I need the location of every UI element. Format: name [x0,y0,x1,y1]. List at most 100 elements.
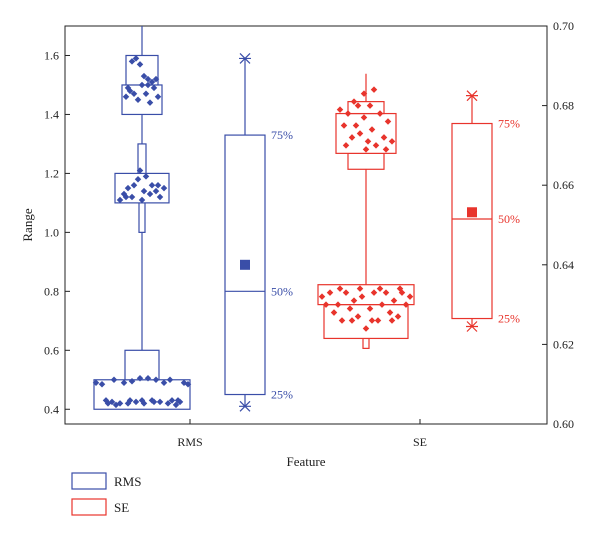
data-point [164,400,172,407]
data-point [166,376,174,384]
data-point [152,376,160,384]
left-tick-label: 0.4 [44,402,59,416]
legend-swatch-se [71,498,107,516]
legend: RMS SE [71,472,141,516]
x-tick-label: SE [413,435,427,449]
x-tick-label: RMS [177,435,202,449]
data-point [168,397,176,404]
data-point [132,398,140,406]
data-point [394,313,402,320]
data-point [388,138,396,145]
data-point [396,285,404,292]
data-point [330,309,338,316]
left-tick-label: 1.2 [44,166,59,180]
data-point [348,134,356,141]
histogram-bin [347,101,385,115]
data-point [136,61,144,68]
x-axis: RMS SE [177,419,427,449]
data-point [368,126,376,133]
data-point [136,167,144,174]
histogram-bin [362,337,370,349]
data-point [148,78,156,86]
data-point [144,375,152,382]
data-point [152,187,160,195]
data-point [356,130,364,137]
left-tick-label: 0.6 [44,343,59,357]
data-point [326,289,334,296]
data-point [156,398,164,406]
data-point [128,193,136,201]
data-point [154,93,162,101]
percentile-label-q1: 25% [271,388,293,402]
right-tick-label: 0.60 [553,417,574,431]
data-point [142,90,150,98]
data-point [152,75,160,83]
summary-box-se: 75% 50% 25% [451,90,520,332]
data-point [184,380,192,388]
percentile-label-median: 50% [271,284,293,298]
data-point [92,379,100,386]
min-marker [466,321,478,332]
right-tick-label: 0.66 [553,178,574,192]
data-point [130,181,138,189]
data-point [108,398,116,406]
data-point [144,75,152,83]
legend-label-se: SE [114,500,129,515]
data-point [174,397,182,404]
data-point [402,301,410,308]
data-point [344,110,352,117]
data-point [376,110,384,117]
summary-box-rms: 75% 50% 25% [224,53,293,412]
data-point [348,317,356,324]
data-point [132,55,140,62]
data-point [368,317,376,324]
data-point [120,379,128,386]
data-point [140,72,148,80]
percentile-label-q3: 75% [498,117,520,131]
max-marker [239,53,251,64]
data-point [380,134,388,141]
right-tick-label: 0.70 [553,19,574,33]
data-point [122,93,130,101]
left-tick-label: 1.0 [44,225,59,239]
data-point [130,90,138,98]
data-point [336,285,344,292]
x-axis-title: Feature [287,454,326,469]
data-point [124,184,132,192]
percentile-label-q1: 25% [498,312,520,326]
data-point [318,293,326,300]
summary-box [451,122,493,320]
data-point [154,181,162,189]
plot-frame [64,25,548,425]
data-point [366,102,374,109]
right-axis: 0.60 0.62 0.64 0.66 0.68 0.70 [542,19,574,431]
legend-swatch-rms [71,472,107,490]
data-point [140,187,148,195]
histogram-bin [124,349,160,381]
data-point [124,84,132,92]
data-point [150,84,158,92]
percentile-label-median: 50% [498,212,520,226]
data-point [376,285,384,292]
data-point [342,289,350,296]
data-point [134,176,142,183]
data-point [138,397,146,404]
data-point [382,146,390,153]
data-point [406,293,414,300]
right-tick-label: 0.62 [553,337,574,351]
data-point [146,99,154,106]
left-tick-label: 0.8 [44,284,59,298]
data-point [382,289,390,296]
data-point [160,184,168,192]
data-point [356,285,364,292]
data-point [146,190,154,198]
data-point [386,309,394,316]
series-se: 75% 50% 25% [317,73,520,349]
data-point [160,379,168,386]
data-point [372,142,380,149]
data-point [384,118,392,125]
data-point [134,96,142,103]
data-point [338,317,346,324]
left-axis: 0.4 0.6 0.8 1.0 1.2 1.4 1.6 [44,48,70,416]
